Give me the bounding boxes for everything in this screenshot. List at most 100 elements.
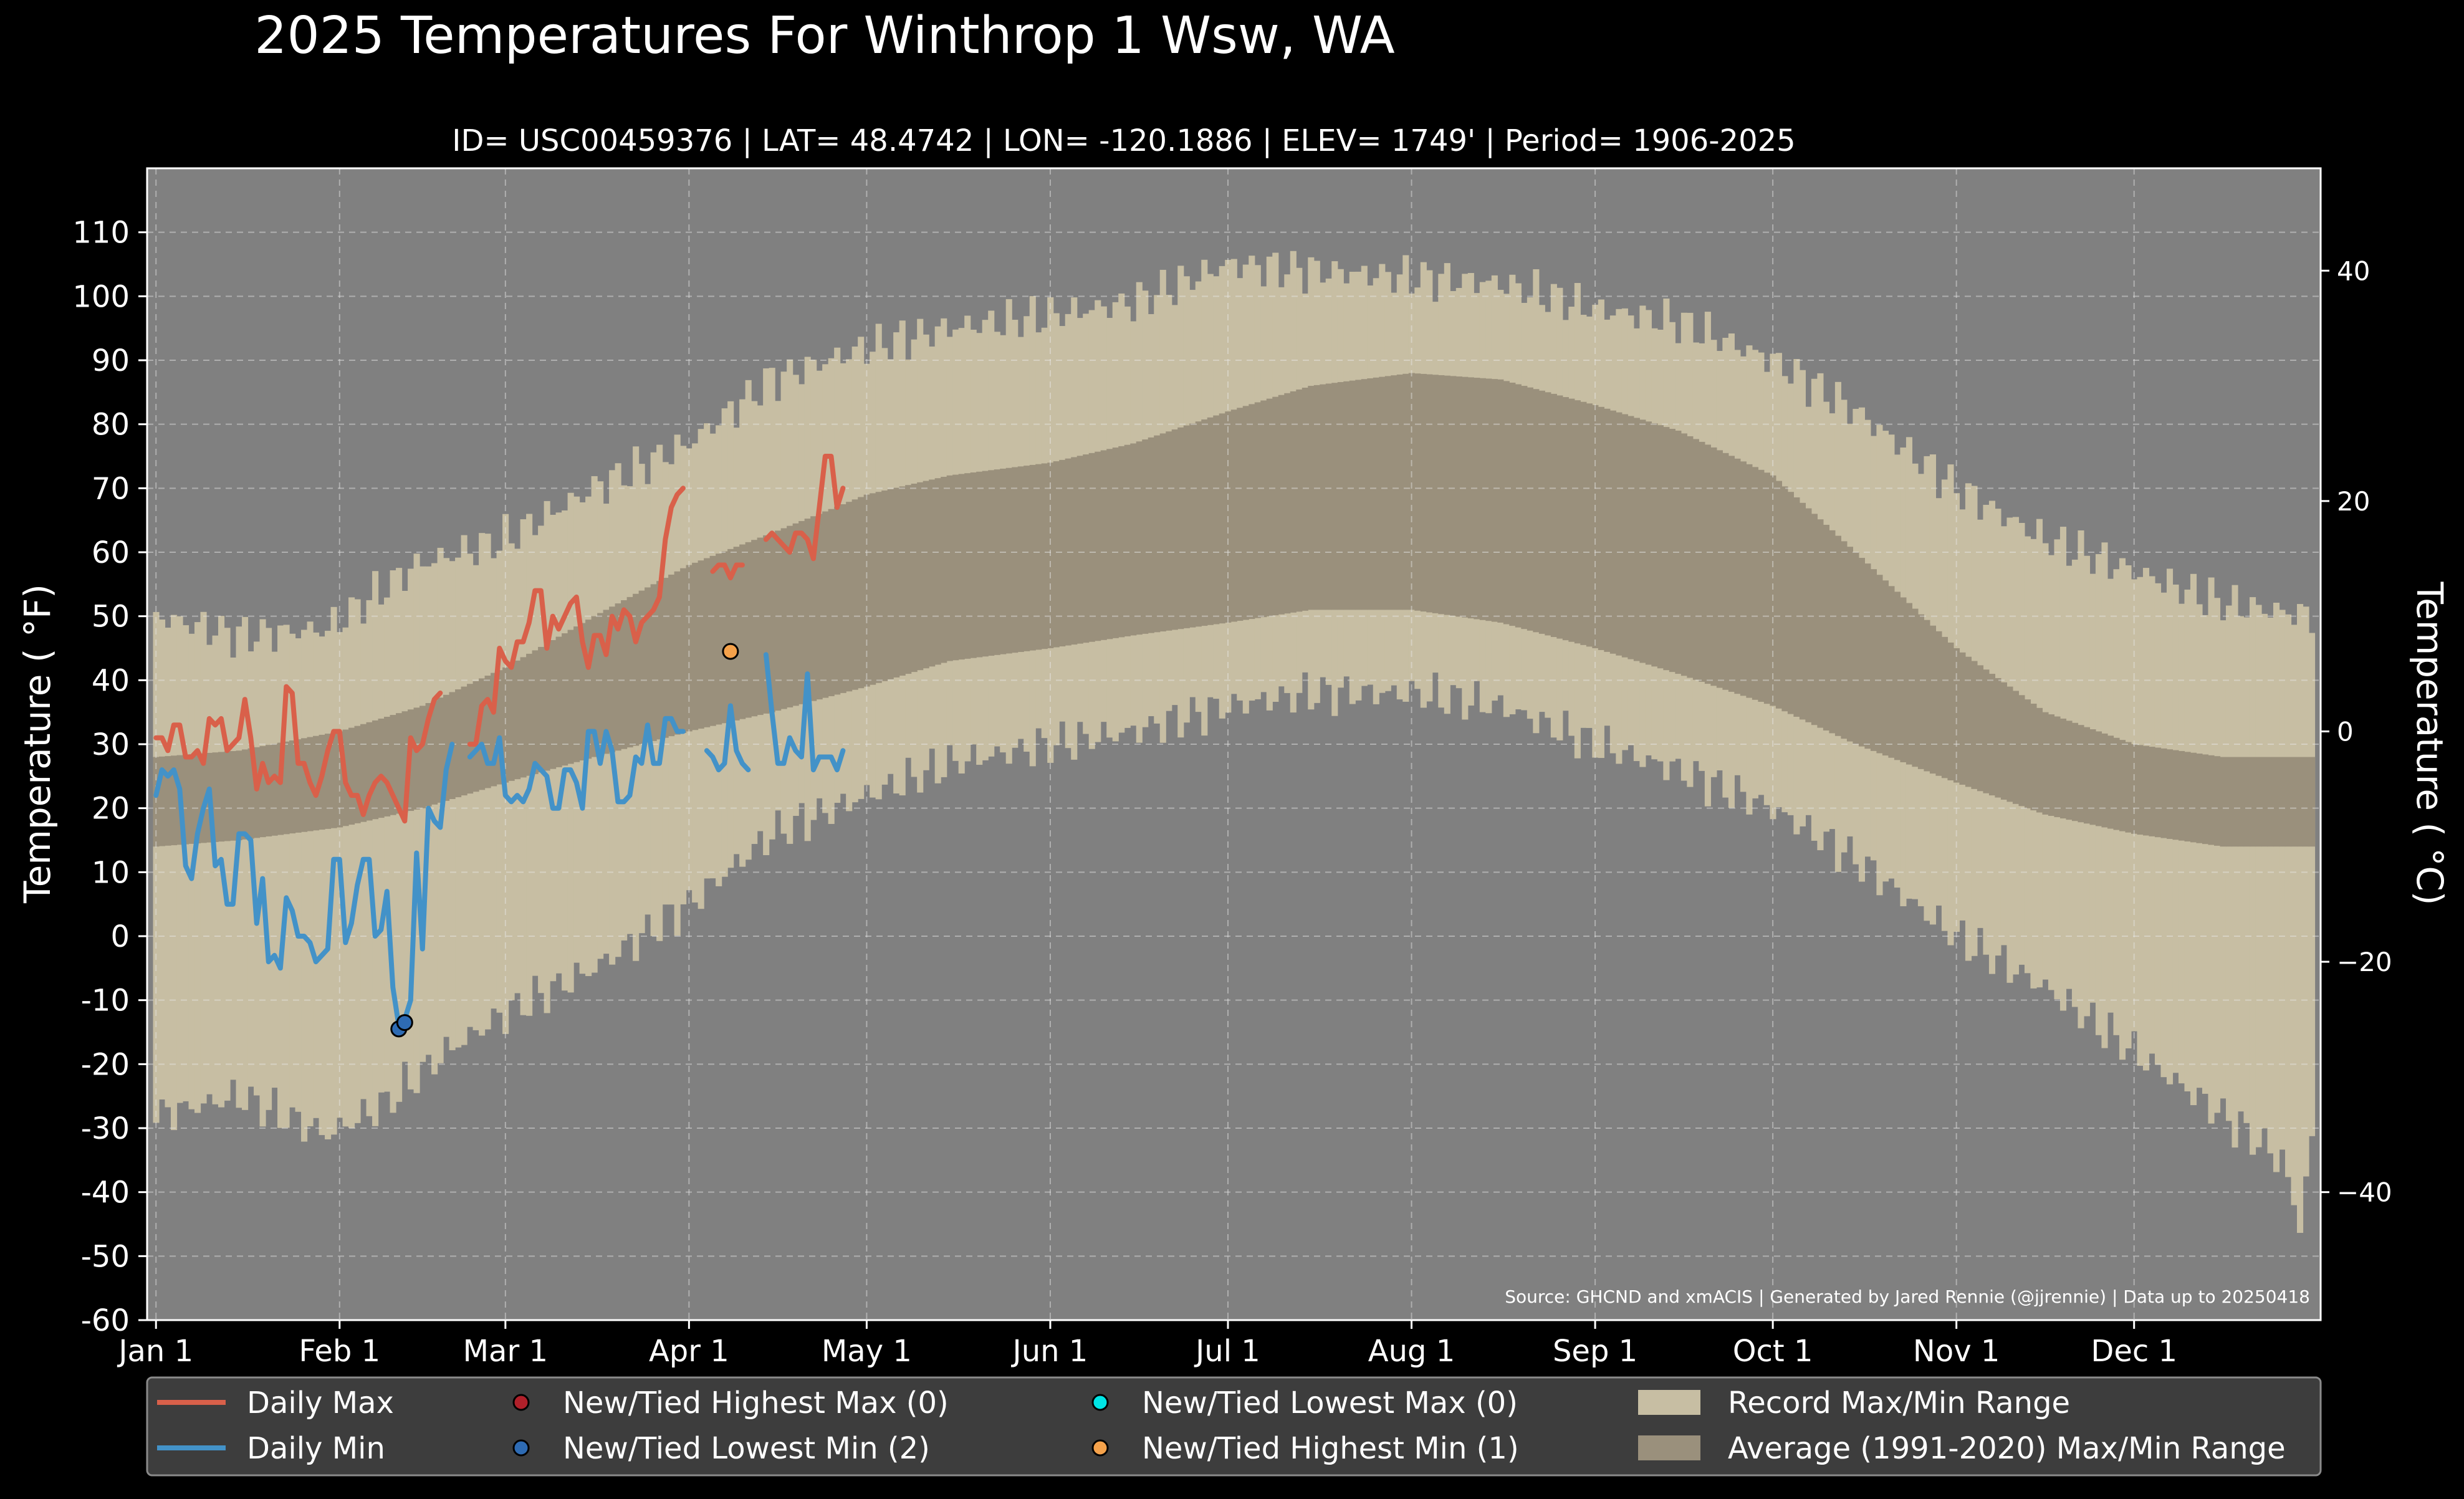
average-range-bar	[1444, 375, 1450, 615]
average-range-bar	[2190, 752, 2197, 843]
average-range-bar	[1621, 414, 1628, 658]
average-range-bar	[159, 756, 166, 846]
average-range-bar	[1616, 412, 1623, 656]
average-range-bar	[1657, 425, 1664, 669]
average-range-bar	[455, 689, 462, 798]
average-range-bar	[218, 752, 225, 842]
average-range-bar	[484, 676, 491, 788]
average-range-bars	[153, 373, 2316, 847]
average-range-bar	[2149, 747, 2155, 836]
record-range-bar	[2284, 614, 2292, 1177]
average-range-bar	[1775, 481, 1782, 709]
average-range-bar	[1201, 419, 1208, 626]
average-range-bar	[591, 616, 598, 757]
average-range-bar	[810, 516, 817, 701]
average-range-bar	[709, 555, 716, 726]
record-range-bar	[419, 566, 426, 1062]
average-range-bar	[467, 684, 474, 794]
average-range-bar	[816, 514, 823, 700]
average-range-bar	[745, 542, 752, 718]
average-range-bar	[1260, 400, 1267, 618]
record-range-bar	[396, 568, 403, 1102]
average-range-bar	[1106, 449, 1113, 639]
y-right-tick-label: 0	[2337, 716, 2354, 747]
average-range-bar	[1373, 377, 1379, 610]
average-range-bar	[1917, 614, 1925, 769]
average-range-bar	[2042, 712, 2049, 815]
average-range-bar	[1912, 608, 1919, 767]
average-range-bar	[881, 491, 888, 681]
average-range-bar	[502, 667, 509, 783]
average-range-bar	[1669, 429, 1675, 673]
average-range-bar	[188, 754, 195, 844]
average-range-bar	[2048, 714, 2055, 816]
legend-swatch-new-tied-lowest-max-0	[1091, 1394, 1109, 1411]
record-range-bar	[165, 628, 171, 1108]
average-range-bar	[674, 571, 681, 735]
average-range-bar	[645, 587, 651, 743]
average-range-bar	[2178, 750, 2185, 841]
average-range-bar	[1118, 446, 1125, 638]
y-tick-label: -40	[81, 1176, 130, 1210]
average-range-bar	[1876, 575, 1883, 754]
average-range-bar	[1906, 603, 1913, 765]
record-range-bar	[401, 590, 408, 1062]
average-range-bar	[1083, 454, 1090, 643]
average-range-bar	[2296, 757, 2304, 847]
legend: Daily Max Daily Min New/Tied Highest Max (…	[146, 1376, 2322, 1477]
average-range-bar	[1977, 665, 1984, 792]
average-range-bar	[1598, 406, 1604, 650]
record-range-bar	[212, 635, 219, 1104]
average-range-bar	[2220, 757, 2227, 847]
record-range-bar	[449, 561, 456, 1050]
average-range-bar	[2125, 742, 2132, 833]
average-range-bar	[609, 606, 616, 752]
average-range-bar	[887, 489, 894, 679]
average-range-bar	[520, 657, 527, 778]
average-range-bar	[2083, 727, 2091, 824]
average-range-bar	[1746, 464, 1753, 698]
average-range-bar	[680, 568, 687, 734]
average-range-bar	[1959, 652, 1966, 785]
record-range-bar	[2225, 605, 2233, 1121]
average-range-bar	[200, 753, 207, 843]
average-range-bar	[1562, 397, 1569, 641]
average-range-bar	[1752, 467, 1758, 700]
average-range-bar	[1414, 373, 1421, 611]
average-range-bar	[1076, 456, 1083, 644]
average-range-bar	[2255, 757, 2262, 847]
average-range-bar	[1947, 642, 1954, 780]
average-range-bar	[1408, 373, 1415, 610]
y-axis-right-ticks: −40 −20 0 20 40	[2321, 256, 2392, 1208]
average-range-bar	[2078, 725, 2084, 823]
average-range-bar	[1325, 383, 1332, 610]
y-tick-label: -50	[81, 1239, 130, 1274]
record-range-bar	[2213, 598, 2221, 1113]
legend-swatch-new-tied-highest-max-0	[512, 1394, 530, 1411]
average-range-bar	[425, 703, 432, 807]
average-range-bar	[1633, 418, 1640, 661]
average-range-bar	[2232, 757, 2238, 847]
average-range-bar	[2249, 757, 2256, 847]
average-range-bar	[1900, 597, 1907, 762]
average-range-bar	[1509, 382, 1516, 626]
average-range-bar	[1924, 620, 1930, 772]
average-range-bar	[929, 479, 936, 667]
average-range-bar	[1313, 385, 1320, 610]
average-range-bar	[1965, 656, 1972, 787]
average-range-bar	[1017, 466, 1024, 653]
average-range-bar	[1663, 427, 1670, 671]
average-range-bar	[1065, 458, 1071, 646]
average-range-bar	[846, 502, 853, 692]
average-range-bar	[1391, 375, 1397, 610]
record-range-bar	[342, 627, 349, 1127]
y-tick-label: 20	[92, 792, 130, 826]
legend-label-new-tied-lowest-min-2: New/Tied Lowest Min (2)	[563, 1431, 930, 1466]
average-range-bar	[2030, 703, 2037, 811]
record-range-bar	[472, 565, 479, 1030]
y-tick-label: -30	[81, 1111, 130, 1146]
average-range-bar	[330, 732, 337, 828]
legend-swatch-new-tied-highest-min-1	[1091, 1439, 1109, 1457]
average-range-bar	[911, 484, 918, 673]
average-range-bar	[1574, 400, 1581, 644]
